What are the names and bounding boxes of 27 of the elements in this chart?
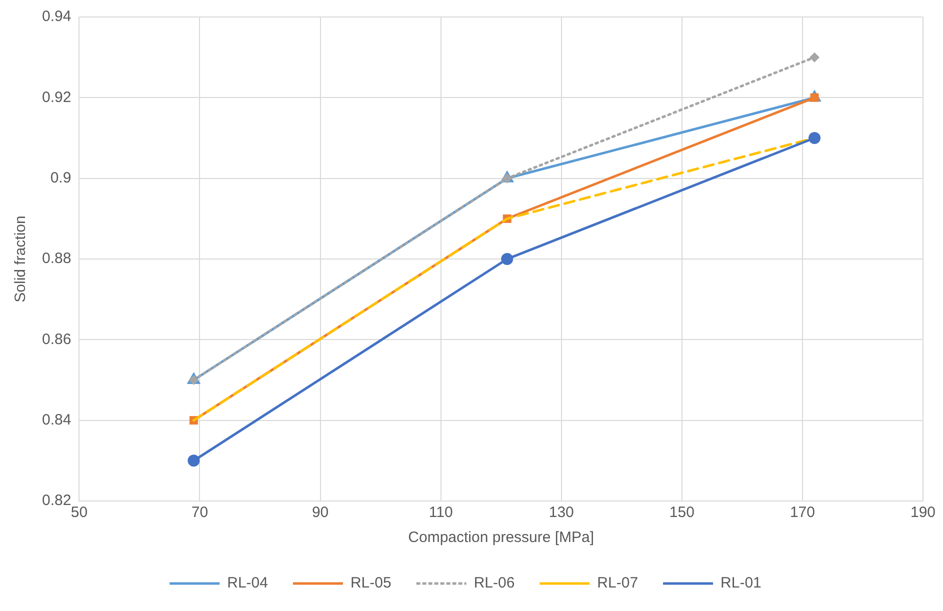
y-tick-label: 0.84 — [42, 411, 72, 428]
legend-label: RL-07 — [597, 574, 638, 592]
point — [808, 132, 821, 144]
legend-label: RL-05 — [350, 574, 392, 592]
x-tick-label: 70 — [191, 504, 208, 522]
y-tick-label: 0.94 — [42, 8, 72, 26]
legend-label: RL-04 — [227, 574, 268, 592]
point — [501, 253, 514, 265]
y-tick-label: 0.82 — [42, 492, 72, 510]
x-tick-label: 150 — [669, 504, 694, 522]
y-tick-label: 0.88 — [42, 250, 72, 268]
x-tick-label: 110 — [428, 504, 453, 522]
x-tick-label: 130 — [548, 504, 574, 522]
legend-label: RL-06 — [474, 574, 515, 592]
x-tick-label: 90 — [312, 504, 329, 522]
x-tick-label: 170 — [790, 504, 815, 522]
point — [810, 52, 820, 62]
x-tick-label: 50 — [70, 504, 88, 522]
y-tick-label: 0.86 — [42, 330, 72, 348]
legend-label: RL-01 — [720, 574, 762, 592]
y-axis-title: Solid fraction — [12, 216, 30, 302]
y-tick-label: 0.92 — [42, 88, 72, 106]
point — [188, 454, 200, 467]
point — [502, 173, 512, 184]
y-tick-label: 0.9 — [50, 169, 72, 186]
x-tick-label: 190 — [910, 504, 936, 522]
x-axis-title: Compaction pressure [MPa] — [408, 529, 594, 546]
